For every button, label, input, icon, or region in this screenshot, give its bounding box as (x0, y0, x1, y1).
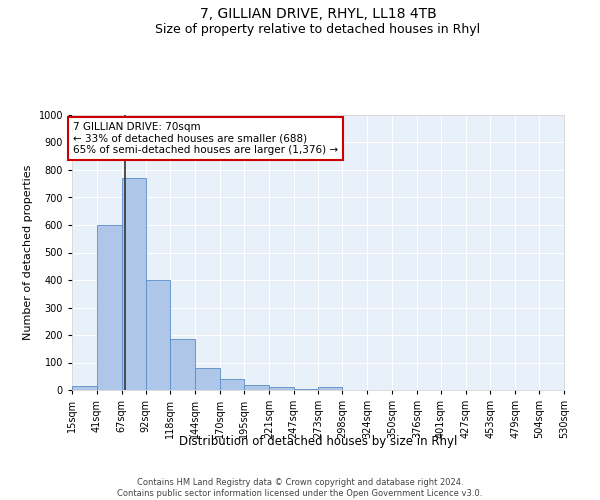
Text: Distribution of detached houses by size in Rhyl: Distribution of detached houses by size … (179, 435, 457, 448)
Text: 7, GILLIAN DRIVE, RHYL, LL18 4TB: 7, GILLIAN DRIVE, RHYL, LL18 4TB (200, 8, 436, 22)
Bar (195, 368, 220, 390)
Text: Contains HM Land Registry data © Crown copyright and database right 2024.
Contai: Contains HM Land Registry data © Crown c… (118, 478, 482, 498)
Bar (220, 379, 244, 390)
Bar (72, 386, 97, 390)
Bar (244, 384, 269, 390)
Bar (122, 178, 146, 390)
Y-axis label: Number of detached properties: Number of detached properties (23, 165, 33, 340)
Bar (293, 388, 319, 390)
Bar (269, 387, 293, 390)
Text: 7 GILLIAN DRIVE: 70sqm
← 33% of detached houses are smaller (688)
65% of semi-de: 7 GILLIAN DRIVE: 70sqm ← 33% of detached… (73, 122, 338, 155)
Bar (146, 280, 170, 390)
Bar (170, 339, 195, 390)
Bar (97, 225, 122, 390)
Text: Size of property relative to detached houses in Rhyl: Size of property relative to detached ho… (155, 22, 481, 36)
Bar (319, 387, 343, 390)
